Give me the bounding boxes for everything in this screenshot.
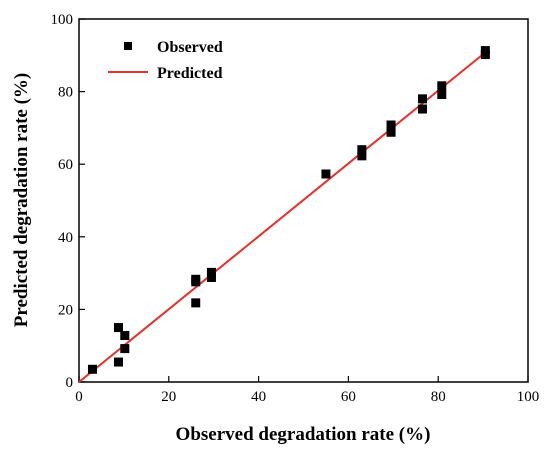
y-tick-label: 100 — [51, 12, 74, 28]
x-axis-title: Observed degradation rate (%) — [176, 424, 431, 445]
observed-point — [417, 94, 427, 104]
observed-point — [206, 272, 216, 282]
legend-label-predicted: Predicted — [157, 65, 223, 82]
y-axis-title: Predicted degradation rate (%) — [11, 73, 32, 328]
legend-label-observed: Observed — [157, 39, 223, 56]
observed-point — [357, 151, 367, 161]
y-axis: 0 20 40 60 80 100 — [51, 12, 85, 391]
y-tick-label: 40 — [58, 230, 73, 246]
observed-point — [386, 127, 396, 137]
x-tick-label: 60 — [341, 389, 356, 405]
y-tick-label: 60 — [58, 157, 73, 173]
y-tick-label: 80 — [58, 85, 73, 101]
observed-point — [480, 50, 490, 60]
observed-point — [191, 298, 201, 308]
y-tick-label: 0 — [66, 375, 74, 391]
x-tick-label: 0 — [75, 389, 83, 405]
observed-point — [191, 277, 201, 287]
observed-point — [206, 267, 216, 277]
observed-point — [321, 169, 331, 179]
observed-point — [120, 344, 130, 354]
plot-frame — [78, 18, 529, 383]
x-tick-label: 20 — [161, 389, 176, 405]
x-tick-label: 40 — [251, 389, 266, 405]
x-axis: 0 20 40 60 80 100 — [75, 376, 539, 405]
legend-marker-observed — [124, 42, 132, 50]
observed-point — [114, 357, 124, 367]
x-tick-label: 80 — [431, 389, 446, 405]
y-tick-label: 20 — [58, 302, 73, 318]
observed-point — [120, 331, 130, 341]
observed-point — [417, 104, 427, 114]
observed-point — [386, 120, 396, 130]
observed-point — [437, 81, 447, 91]
observed-point — [437, 90, 447, 100]
legend: Observed Predicted — [108, 39, 223, 82]
series-layer — [78, 46, 490, 383]
predicted-fit-line — [78, 51, 486, 383]
observed-point — [114, 323, 124, 333]
x-tick-label: 100 — [517, 389, 540, 405]
observed-point — [87, 364, 97, 374]
observed-point — [357, 145, 367, 155]
